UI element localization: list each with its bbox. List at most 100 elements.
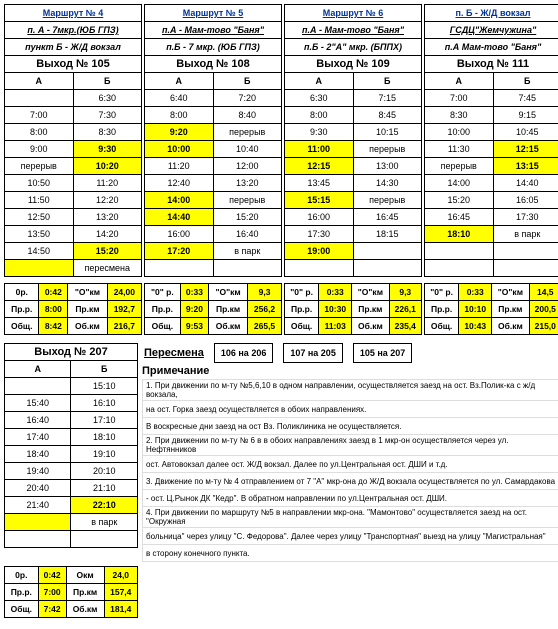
time-a: 14:00 <box>425 175 494 192</box>
time-a: 7:00 <box>425 90 494 107</box>
time-b: 15:20 <box>213 209 282 226</box>
time-b: 13:15 <box>493 158 558 175</box>
time-b: 13:00 <box>353 158 422 175</box>
time-b: в парк <box>493 226 558 243</box>
note-line: больница" через улицу "С. Федорова". Дал… <box>143 528 558 545</box>
time-b: 10:15 <box>353 124 422 141</box>
note-line: 1. При движении по м-ту №5,6,10 в одном … <box>143 380 558 401</box>
note-line: ост. Автовокзал далее ост. Ж/Д вокзал. Д… <box>143 456 558 473</box>
point-b: пункт Б - Ж/Д вокзал <box>5 39 142 56</box>
peresm-box: 107 на 205 <box>284 344 342 363</box>
time-b: 13:20 <box>213 175 282 192</box>
time-b: 6:30 <box>73 90 142 107</box>
time-a: 6:30 <box>285 90 354 107</box>
time-b: 16:05 <box>493 192 558 209</box>
point-a: п. А - 7мкр.(ЮБ ГПЗ) <box>5 22 142 39</box>
point-b: п.Б - 7 мкр. (ЮБ ГПЗ) <box>145 39 282 56</box>
time-a: 7:00 <box>5 107 74 124</box>
time-b: 13:20 <box>73 209 142 226</box>
time-a: 11:30 <box>425 141 494 158</box>
time-b <box>353 243 422 260</box>
time-b: перерыв <box>353 141 422 158</box>
time-b: 21:10 <box>71 480 138 497</box>
time-a: 15:15 <box>285 192 354 209</box>
time-a: 18:10 <box>425 226 494 243</box>
time-a: 19:40 <box>5 463 71 480</box>
time-b: 9:30 <box>73 141 142 158</box>
time-a: 17:40 <box>5 429 71 446</box>
time-b: 16:10 <box>71 395 138 412</box>
exit-label: Выход № 207 <box>5 344 138 361</box>
exit-label: Выход № 111 <box>425 56 558 73</box>
time-b: перерыв <box>213 124 282 141</box>
route-title: Маршрут № 6 <box>285 5 422 22</box>
time-a: 14:40 <box>145 209 214 226</box>
route-title: Маршрут № 4 <box>5 5 142 22</box>
time-a: 9:20 <box>145 124 214 141</box>
note-line: 3. Движение по м-ту № 4 отправлением от … <box>143 473 558 490</box>
time-b: 7:30 <box>73 107 142 124</box>
time-b: 19:10 <box>71 446 138 463</box>
time-b: 22:10 <box>71 497 138 514</box>
point-a: п.А - Мам-тово "Баня" <box>145 22 282 39</box>
time-b: 7:45 <box>493 90 558 107</box>
route-title: Маршрут № 5 <box>145 5 282 22</box>
time-a: 10:00 <box>425 124 494 141</box>
time-a: 8:00 <box>5 124 74 141</box>
time-a: 13:45 <box>285 175 354 192</box>
peresm-box: 105 на 207 <box>353 344 411 363</box>
time-b: 10:45 <box>493 124 558 141</box>
time-a <box>5 378 71 395</box>
time-a: 9:00 <box>5 141 74 158</box>
notes-label: Примечание <box>142 365 558 377</box>
time-b: 7:20 <box>213 90 282 107</box>
time-a: 8:00 <box>145 107 214 124</box>
time-a: 13:50 <box>5 226 74 243</box>
time-a: 6:40 <box>145 90 214 107</box>
route-title: п. Б - Ж/Д вокзал <box>425 5 558 22</box>
time-b: 8:40 <box>213 107 282 124</box>
time-a: 11:50 <box>5 192 74 209</box>
time-a: 20:40 <box>5 480 71 497</box>
time-a: 8:30 <box>425 107 494 124</box>
note-line: в сторону конечного пункта. <box>143 545 558 562</box>
time-a: 10:00 <box>145 141 214 158</box>
time-a: 12:15 <box>285 158 354 175</box>
time-b: 15:20 <box>73 243 142 260</box>
time-a: 16:00 <box>145 226 214 243</box>
time-a: 17:30 <box>285 226 354 243</box>
time-a: перерыв <box>5 158 74 175</box>
time-b: 7:15 <box>353 90 422 107</box>
time-a <box>5 514 71 531</box>
time-b: 11:20 <box>73 175 142 192</box>
time-a: 12:40 <box>145 175 214 192</box>
time-b: 14:40 <box>493 175 558 192</box>
route-block: Маршрут № 6 п.А - Мам-тово "Баня" п.Б - … <box>284 4 422 335</box>
time-b: перерыв <box>213 192 282 209</box>
note-line: В воскресные дни заезд на ост Вз. Поликл… <box>143 418 558 435</box>
time-b: 15:10 <box>71 378 138 395</box>
time-b: 16:40 <box>213 226 282 243</box>
route-block: п. Б - Ж/Д вокзал ГСДЦ"Жемчужина" п.А Ма… <box>424 4 558 335</box>
time-a: 15:20 <box>425 192 494 209</box>
time-a: 16:40 <box>5 412 71 429</box>
time-b: 20:10 <box>71 463 138 480</box>
time-b: 16:45 <box>353 209 422 226</box>
time-b: 18:10 <box>71 429 138 446</box>
note-line: 4. При движении по маршруту №5 в направл… <box>143 507 558 528</box>
note-line: - ост. Ц.Рынок ДК "Кедр". В обратном нап… <box>143 490 558 507</box>
time-a: 21:40 <box>5 497 71 514</box>
time-b: пересмена <box>73 260 142 277</box>
time-b: 12:00 <box>213 158 282 175</box>
time-a: 14:50 <box>5 243 74 260</box>
time-a: 16:45 <box>425 209 494 226</box>
time-a: 12:50 <box>5 209 74 226</box>
time-b: 18:15 <box>353 226 422 243</box>
note-line: 2. При движении по м-ту № 6 в в обоих на… <box>143 435 558 456</box>
exit-label: Выход № 105 <box>5 56 142 73</box>
time-b: 14:30 <box>353 175 422 192</box>
time-a: 19:00 <box>285 243 354 260</box>
time-a: 8:00 <box>285 107 354 124</box>
point-a: ГСДЦ"Жемчужина" <box>425 22 558 39</box>
exit-label: Выход № 109 <box>285 56 422 73</box>
